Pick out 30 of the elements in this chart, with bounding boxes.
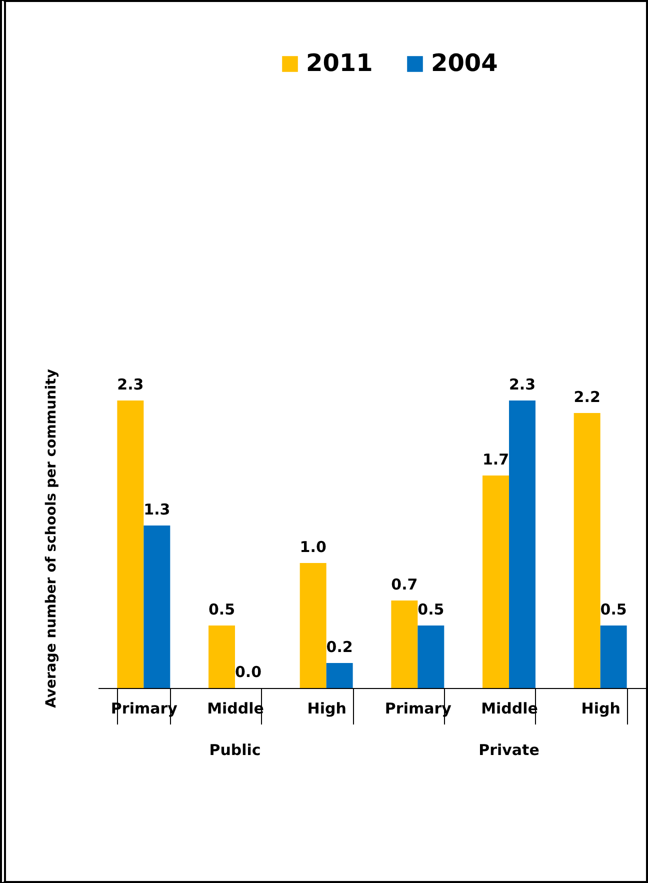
data-label: 0.5: [418, 600, 444, 618]
bar: [117, 400, 144, 688]
bar: [574, 413, 600, 688]
bar: [418, 626, 444, 688]
bar: [509, 400, 536, 688]
text: Public: [209, 741, 261, 759]
bar: [326, 663, 353, 688]
bar: [600, 626, 627, 688]
data-label: 0.0: [234, 663, 262, 681]
x-tick-label: High: [307, 700, 346, 718]
y-axis-title: Average number of schools per community: [44, 369, 60, 708]
data-label: 2.2: [574, 388, 600, 406]
bar: [300, 563, 326, 688]
data-label: 1.7: [482, 450, 510, 468]
data-label: 0.2: [326, 638, 353, 656]
bar: [482, 476, 509, 688]
data-label: 0.5: [208, 600, 236, 618]
x-tick-label: High: [581, 700, 620, 718]
data-label: 0.5: [600, 600, 627, 618]
bar: [208, 626, 235, 688]
bar: [391, 600, 418, 688]
data-label: 1.3: [144, 500, 170, 518]
data-label: 2.3: [508, 376, 536, 394]
legend-label: 2004: [431, 49, 498, 77]
bar: [144, 526, 170, 688]
text: Private: [478, 741, 540, 759]
data-label: 1.0: [300, 538, 326, 556]
data-label: 0.7: [391, 576, 418, 594]
legend-label: 2011: [306, 49, 373, 77]
data-label: 2.3: [117, 376, 144, 394]
